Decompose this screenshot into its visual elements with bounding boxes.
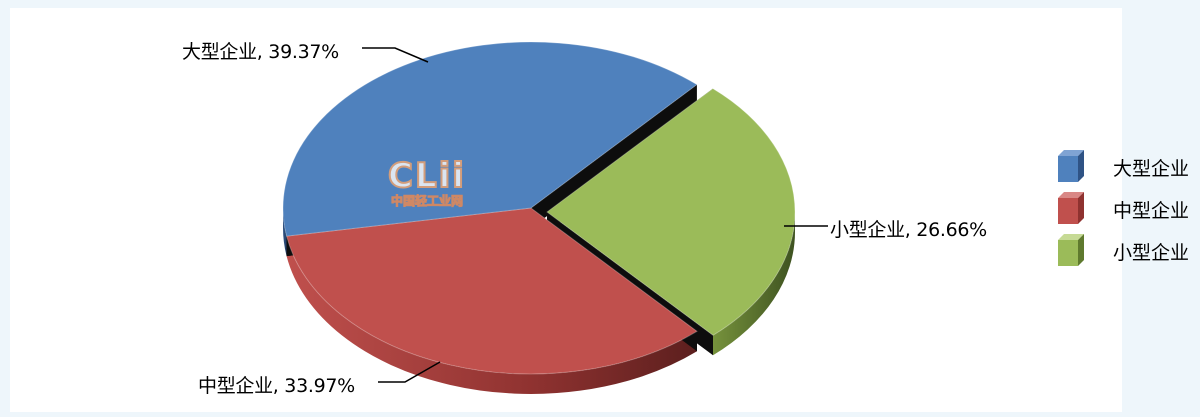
- legend-label-large: 大型企业: [1113, 158, 1190, 180]
- pie-slice-medium: [285, 207, 698, 375]
- data-label-small: 小型企业, 26.66%: [830, 219, 987, 241]
- legend-label-medium: 中型企业: [1113, 200, 1190, 222]
- legend-label-small: 小型企业: [1113, 242, 1190, 264]
- watermark-logo: CLii: [387, 156, 466, 196]
- pie-slice-small: [546, 87, 796, 336]
- data-label-medium: 中型企业, 33.97%: [198, 375, 355, 397]
- pie-slice-side-large: [283, 208, 287, 257]
- legend-swatch-large: [1058, 150, 1084, 182]
- leader-line-medium: [378, 361, 441, 383]
- pie-slice-side-small: [713, 212, 795, 356]
- leader-line-large: [362, 47, 429, 63]
- watermark-text: 中国轻工业网: [390, 194, 463, 209]
- pie-slice-edge-large-1: [531, 84, 697, 228]
- legend-swatch-small: [1058, 234, 1084, 266]
- data-label-large: 大型企业, 39.37%: [182, 41, 339, 63]
- legend-swatch-medium: [1058, 192, 1084, 224]
- pie-slice-large: [282, 41, 698, 237]
- pie-slice-side-medium: [286, 236, 697, 394]
- watermark: CLii 中国轻工业网: [387, 156, 466, 209]
